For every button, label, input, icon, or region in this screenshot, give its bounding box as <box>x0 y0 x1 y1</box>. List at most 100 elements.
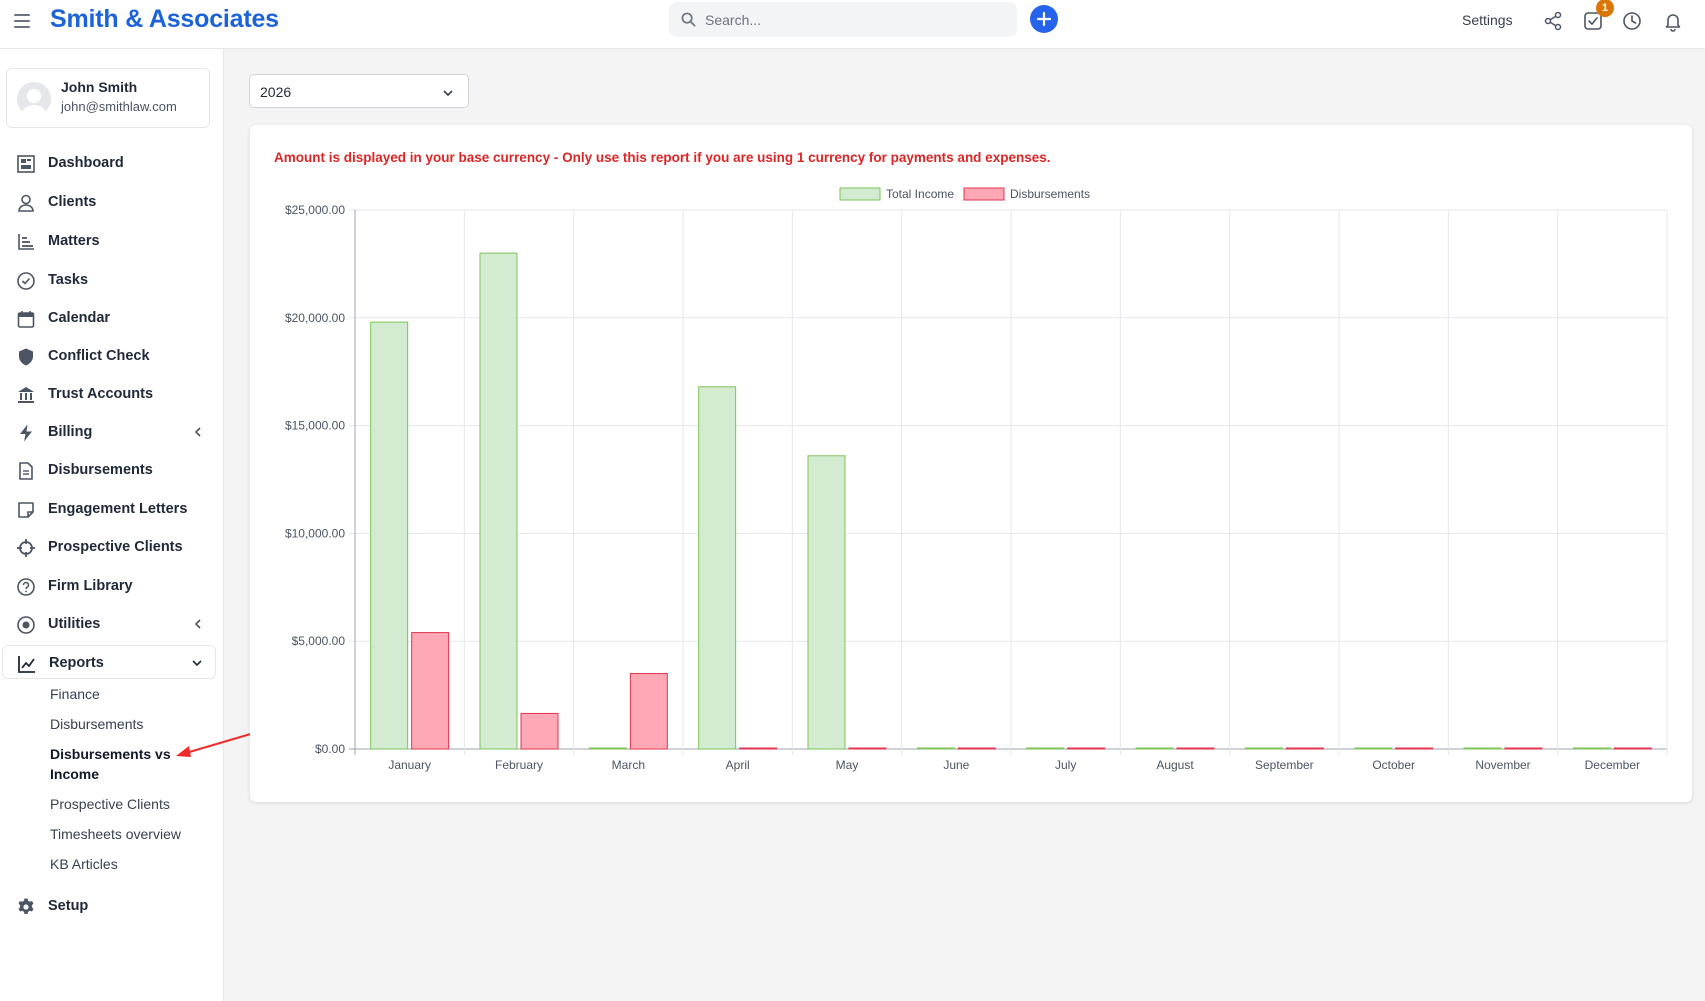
sidebar-item-label: Trust Accounts <box>48 386 154 402</box>
chevron-down-icon <box>192 660 202 667</box>
sidebar-item-conflict-check[interactable]: Conflict Check <box>2 339 216 373</box>
x-tick-label: February <box>495 758 543 772</box>
bar-disbursements-june <box>957 747 996 750</box>
sidebar-subitem-prospective-clients[interactable]: Prospective Clients <box>50 796 170 812</box>
x-tick-label: April <box>726 758 750 772</box>
target-icon <box>17 616 35 634</box>
legend-swatch <box>963 187 1005 201</box>
share-icon[interactable] <box>1542 10 1564 32</box>
bar-disbursements-november <box>1504 747 1543 750</box>
sidebar-item-label: Disbursements <box>48 462 153 478</box>
sidebar-item-label: Utilities <box>48 616 101 632</box>
sidebar-item-firm-library[interactable]: Firm Library <box>2 569 216 603</box>
x-tick-label: July <box>1055 758 1076 772</box>
sidebar-subitem-timesheets-overview[interactable]: Timesheets overview <box>50 826 181 842</box>
x-tick-label: May <box>836 758 859 772</box>
sidebar-item-label: Clients <box>48 194 97 210</box>
sidebar-item-tasks[interactable]: Tasks <box>2 263 216 297</box>
x-tick-label: August <box>1156 758 1194 772</box>
year-select[interactable]: 2026 <box>249 74 469 108</box>
sidebar-item-setup[interactable]: Setup <box>2 889 216 923</box>
add-new-button[interactable] <box>1030 5 1058 33</box>
line-chart-icon <box>18 656 35 673</box>
user-email: john@smithlaw.com <box>61 99 177 114</box>
sidebar: John Smith john@smithlaw.com Dashboard C… <box>0 49 224 1001</box>
y-tick-label: $0.00 <box>315 742 345 756</box>
chevron-left-icon <box>194 619 201 629</box>
bar-total-income-march <box>588 747 627 750</box>
bar-total-income-november <box>1463 747 1502 750</box>
sidebar-item-engagement-letters[interactable]: Engagement Letters <box>2 492 216 526</box>
brand-logo[interactable]: Smith & Associates <box>50 5 279 33</box>
sidebar-item-reports[interactable]: Reports <box>2 645 216 679</box>
sidebar-item-label: Reports <box>49 655 104 671</box>
y-tick-label: $25,000.00 <box>285 203 345 217</box>
bar-disbursements-october <box>1395 747 1434 750</box>
check-circle-icon <box>17 272 35 290</box>
x-tick-label: January <box>388 758 431 772</box>
sidebar-item-label: Conflict Check <box>48 348 150 364</box>
bar-total-income-april <box>698 386 737 750</box>
x-tick-label: December <box>1585 758 1640 772</box>
search-input[interactable] <box>705 2 1005 37</box>
sidebar-item-utilities[interactable]: Utilities <box>2 607 216 641</box>
dashboard-icon <box>17 155 35 173</box>
settings-link[interactable]: Settings <box>1462 12 1513 28</box>
sidebar-subitem-disbursements-vs-income[interactable]: Disbursements vs Income <box>50 746 171 782</box>
shield-icon <box>19 348 33 366</box>
bank-icon <box>18 387 34 403</box>
legend-swatch <box>839 187 881 201</box>
bar-disbursements-september <box>1285 747 1324 750</box>
x-tick-label: March <box>612 758 645 772</box>
clock-icon[interactable] <box>1621 10 1643 32</box>
hamburger-menu-icon[interactable] <box>14 14 30 28</box>
bar-total-income-october <box>1354 747 1393 750</box>
bar-total-income-july <box>1026 747 1065 750</box>
y-tick-label: $20,000.00 <box>285 311 345 325</box>
currency-notice: Amount is displayed in your base currenc… <box>274 150 1051 165</box>
crosshair-icon <box>17 539 35 557</box>
user-profile-card[interactable]: John Smith john@smithlaw.com <box>6 68 210 128</box>
bar-disbursements-july <box>1067 747 1106 750</box>
bar-disbursements-may <box>848 747 887 750</box>
chevron-down-icon <box>443 90 453 97</box>
bar-disbursements-march <box>629 673 668 750</box>
sidebar-subitem-disbursements[interactable]: Disbursements <box>50 716 144 732</box>
search-icon <box>681 12 696 27</box>
x-tick-label: September <box>1255 758 1314 772</box>
year-select-value: 2026 <box>260 84 292 100</box>
x-tick-label: October <box>1372 758 1415 772</box>
gear-icon <box>18 898 34 914</box>
bar-total-income-may <box>807 455 846 750</box>
sidebar-item-disbursements[interactable]: Disbursements <box>2 453 216 487</box>
document-icon <box>19 462 33 480</box>
sidebar-item-label: Prospective Clients <box>48 539 183 555</box>
question-circle-icon <box>17 578 35 596</box>
sidebar-subitem-finance[interactable]: Finance <box>50 686 100 702</box>
sidebar-item-prospective-clients[interactable]: Prospective Clients <box>2 530 216 564</box>
user-name: John Smith <box>61 79 138 95</box>
plus-icon <box>1036 11 1052 27</box>
search-box[interactable] <box>669 2 1017 37</box>
sidebar-item-calendar[interactable]: Calendar <box>2 301 216 335</box>
sidebar-item-trust-accounts[interactable]: Trust Accounts <box>2 377 216 411</box>
sidebar-item-label: Calendar <box>48 310 111 326</box>
sidebar-item-label: Tasks <box>48 272 89 288</box>
x-tick-label: June <box>943 758 969 772</box>
bar-total-income-january <box>370 321 409 750</box>
bolt-icon <box>20 424 32 442</box>
sidebar-item-clients[interactable]: Clients <box>2 185 216 219</box>
chevron-left-icon <box>194 427 201 437</box>
x-tick-label: November <box>1475 758 1530 772</box>
sidebar-subitem-kb-articles[interactable]: KB Articles <box>50 856 118 872</box>
bell-icon[interactable] <box>1662 10 1684 32</box>
bar-total-income-june <box>916 747 955 750</box>
sidebar-item-billing[interactable]: Billing <box>2 415 216 449</box>
task-check-icon[interactable] <box>1582 10 1604 32</box>
sidebar-item-matters[interactable]: Matters <box>2 224 216 258</box>
sidebar-item-dashboard[interactable]: Dashboard <box>2 146 216 180</box>
legend-label: Total Income <box>886 187 954 201</box>
bar-disbursements-february <box>520 712 559 750</box>
note-icon <box>18 502 34 518</box>
bar-disbursements-april <box>739 747 778 750</box>
